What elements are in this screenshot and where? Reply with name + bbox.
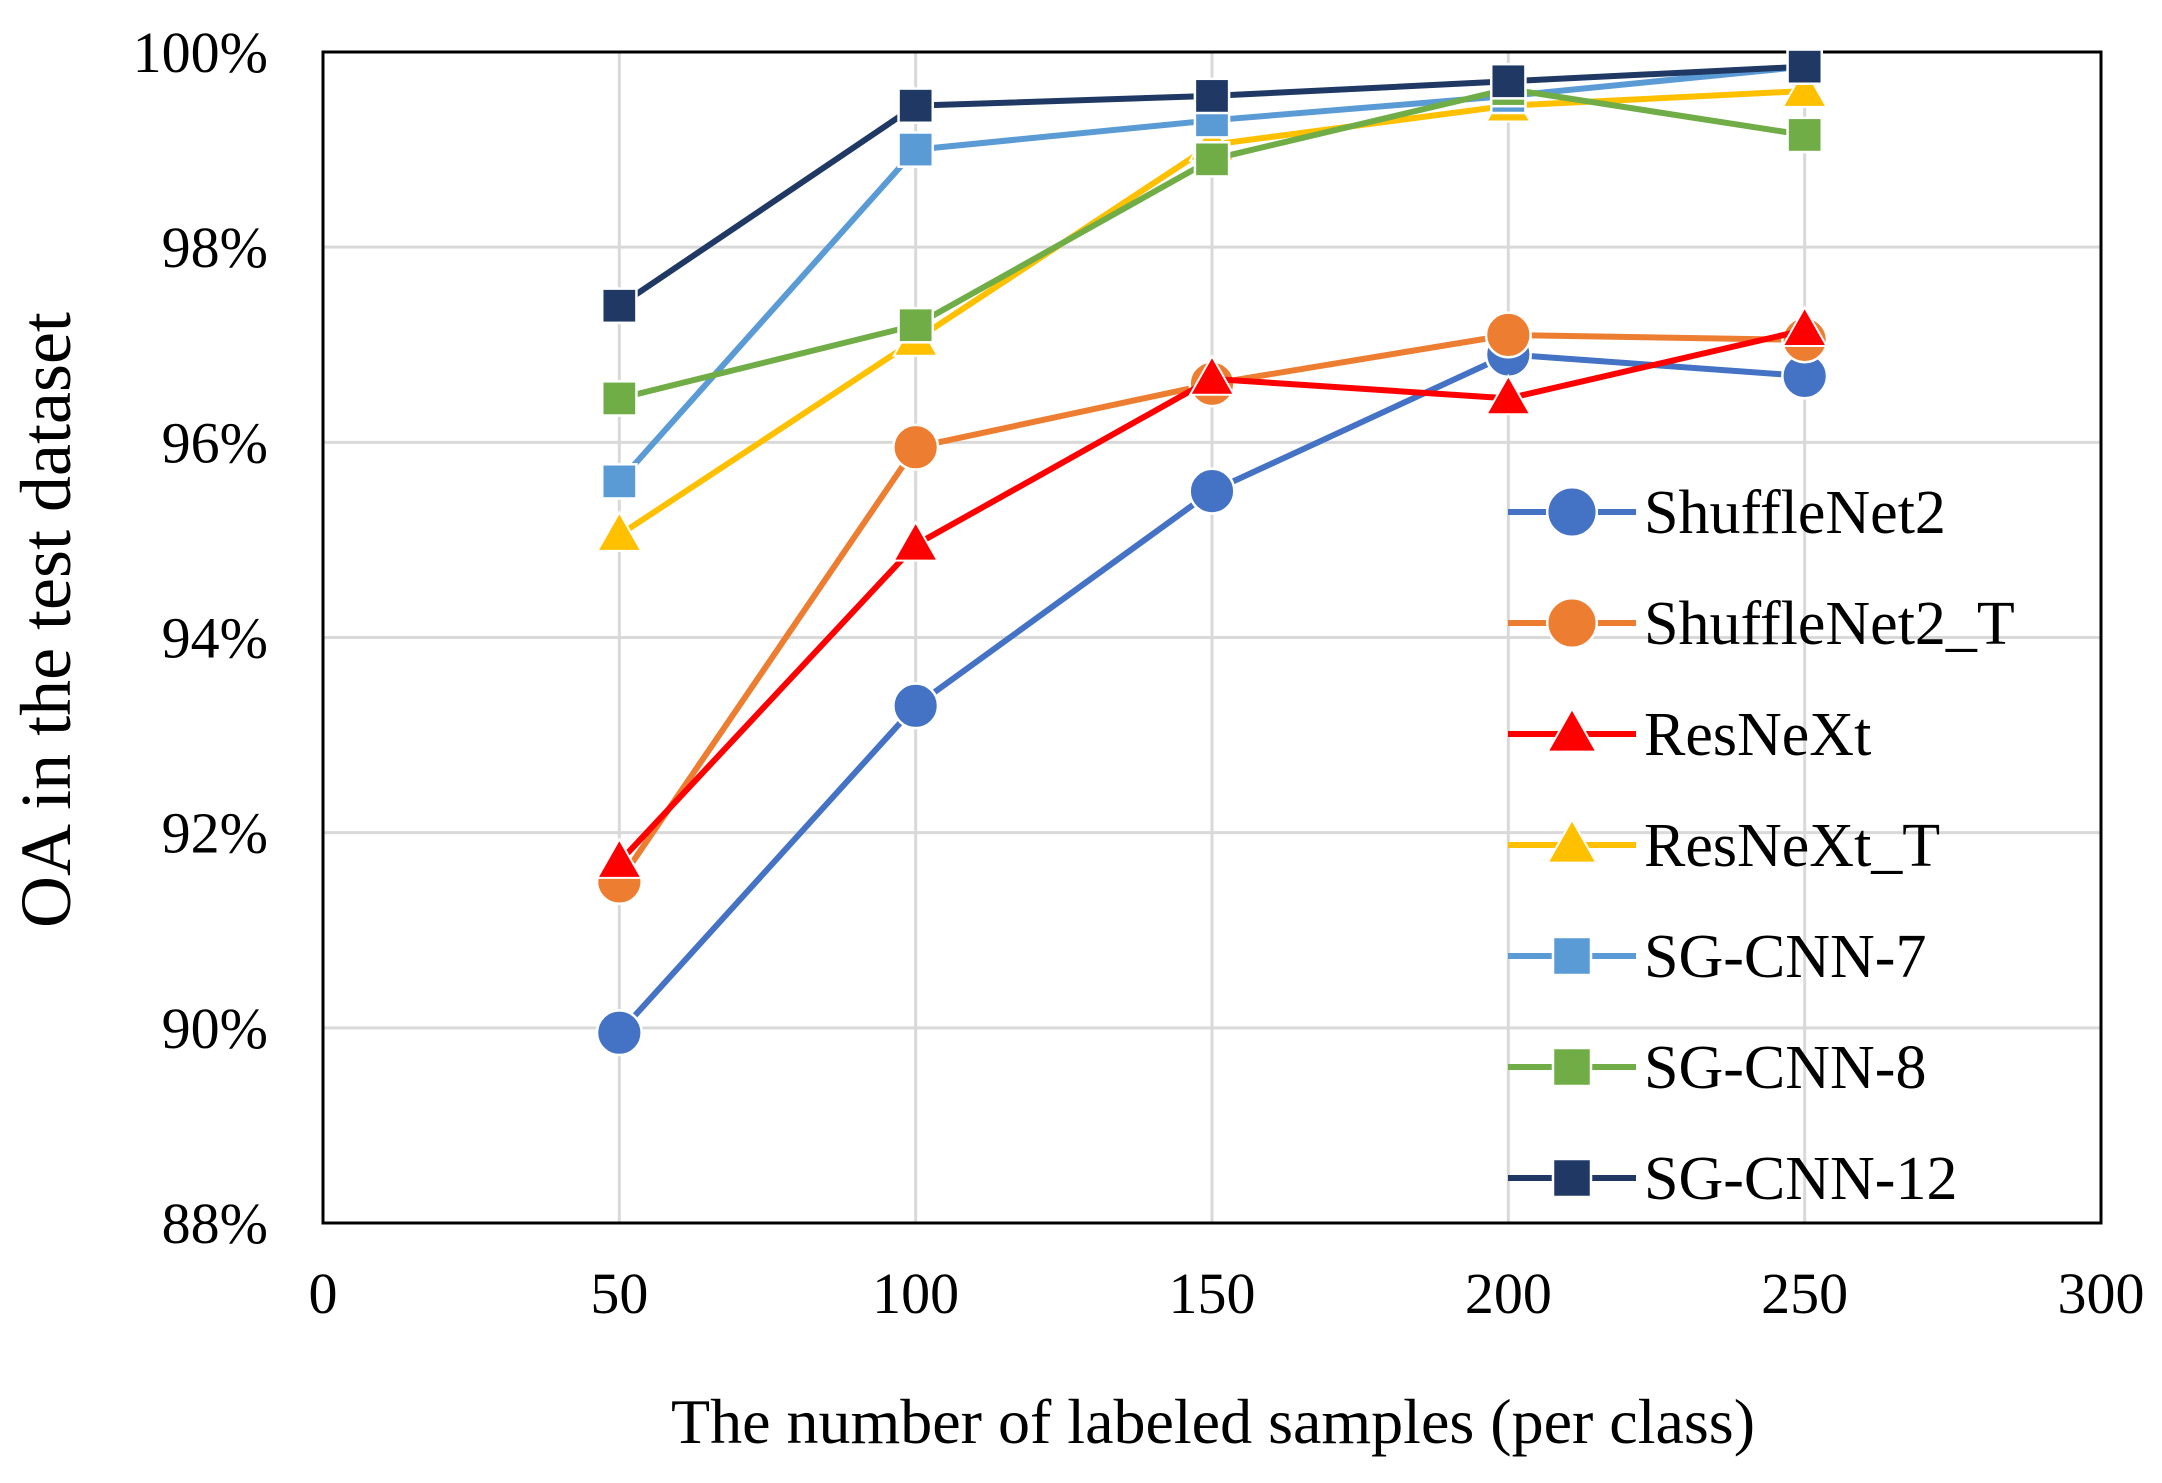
y-axis-label: OA in the test dataset <box>6 312 86 928</box>
y-axis-ticks: 88% 90% 92% 94% 96% 98% 100% <box>133 20 268 1256</box>
series-resnext <box>595 305 1829 879</box>
legend-item-sg-cnn-12: SG-CNN-12 <box>1508 1145 1957 1213</box>
legend-item-shufflenet2: ShuffleNet2 <box>1508 479 1946 547</box>
legend-label-resnext: ResNeXt <box>1644 701 1871 769</box>
legend-item-resnext: ResNeXt <box>1508 701 1871 769</box>
legend-marker-resnext <box>1545 706 1599 753</box>
y-tick-label: 88% <box>162 1191 268 1256</box>
data-point-sg-cnn-12 <box>600 287 638 325</box>
plot-frame <box>321 50 2103 1225</box>
data-point-sg-cnn-12 <box>897 87 935 125</box>
legend-label-sg-cnn-7: SG-CNN-7 <box>1644 923 1926 991</box>
data-point-shufflenet2-t <box>1484 311 1532 359</box>
legend-marker-shufflenet2 <box>1545 485 1599 539</box>
x-tick-label: 300 <box>2058 1261 2145 1326</box>
y-tick-label: 96% <box>162 410 268 475</box>
data-point-shufflenet2 <box>892 682 940 730</box>
data-point-shufflenet2 <box>1188 467 1236 515</box>
legend-item-sg-cnn-7: SG-CNN-7 <box>1508 923 1926 991</box>
data-point-resnext-t <box>595 510 643 552</box>
data-point-sg-cnn-12 <box>1193 77 1231 115</box>
legend-marker-shufflenet2-t <box>1545 596 1599 650</box>
legend-label-shufflenet2: ShuffleNet2 <box>1644 479 1946 547</box>
legend-marker-sg-cnn-8 <box>1551 1046 1593 1088</box>
data-point-resnext-t <box>1781 66 1829 108</box>
data-point-sg-cnn-8 <box>600 380 638 417</box>
series-sg-cnn-12 <box>600 48 1824 325</box>
x-tick-label: 100 <box>872 1261 959 1326</box>
data-point-shufflenet2 <box>595 1009 643 1057</box>
legend-item-sg-cnn-8: SG-CNN-8 <box>1508 1034 1926 1102</box>
legend-marker-resnext-t <box>1545 817 1599 864</box>
legend-label-shufflenet2-t: ShuffleNet2_T <box>1644 590 2015 658</box>
y-tick-label: 90% <box>162 996 268 1061</box>
x-axis-label: The number of labeled samples (per class… <box>671 1386 1755 1457</box>
y-tick-label: 98% <box>162 215 268 280</box>
data-point-sg-cnn-8 <box>897 306 935 344</box>
data-point-resnext <box>1188 354 1236 396</box>
data-point-sg-cnn-12 <box>1489 62 1527 100</box>
legend-item-resnext-t: ResNeXt_T <box>1508 812 1940 880</box>
x-tick-label: 0 <box>309 1261 338 1326</box>
legend-label-sg-cnn-8: SG-CNN-8 <box>1644 1034 1926 1102</box>
data-point-sg-cnn-7 <box>600 463 638 500</box>
data-point-sg-cnn-12 <box>1786 48 1824 85</box>
legend-label-resnext-t: ResNeXt_T <box>1644 812 1940 880</box>
series-group <box>595 48 1829 1057</box>
data-point-resnext <box>892 520 940 562</box>
x-axis-ticks: 0 50 100 150 200 250 300 <box>309 1261 2145 1326</box>
y-tick-label: 100% <box>133 20 268 85</box>
data-point-resnext <box>1781 305 1829 347</box>
legend-label-sg-cnn-12: SG-CNN-12 <box>1644 1145 1957 1213</box>
y-tick-label: 94% <box>162 606 268 671</box>
x-tick-label: 200 <box>1465 1261 1552 1326</box>
x-tick-label: 150 <box>1169 1261 1256 1326</box>
x-tick-label: 250 <box>1761 1261 1848 1326</box>
x-tick-label: 50 <box>590 1261 648 1326</box>
data-point-sg-cnn-7 <box>897 131 935 168</box>
data-point-resnext <box>595 837 643 879</box>
legend-item-shufflenet2-t: ShuffleNet2_T <box>1508 590 2015 658</box>
legend-marker-sg-cnn-12 <box>1551 1157 1593 1199</box>
data-point-sg-cnn-8 <box>1193 140 1231 178</box>
y-tick-label: 92% <box>162 801 268 866</box>
data-point-sg-cnn-8 <box>1786 116 1824 154</box>
data-point-resnext <box>1484 373 1532 416</box>
data-point-shufflenet2-t <box>892 423 940 471</box>
legend-marker-sg-cnn-7 <box>1551 935 1593 977</box>
legend: ShuffleNet2 ShuffleNet2_T ResNeXt ResNeXt_T… <box>1508 479 2015 1213</box>
